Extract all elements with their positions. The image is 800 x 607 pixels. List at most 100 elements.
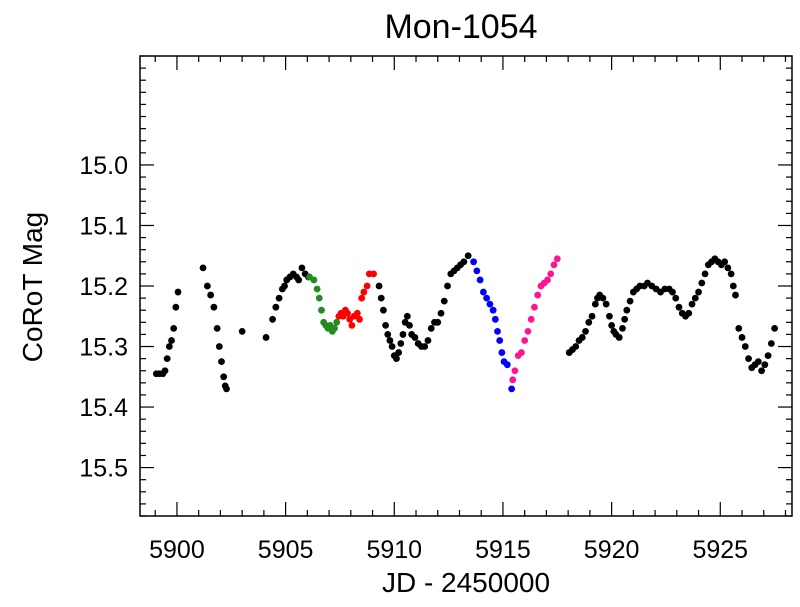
data-point — [553, 255, 561, 263]
data-point — [375, 282, 383, 290]
data-point — [397, 340, 405, 347]
data-point — [363, 282, 371, 290]
data-point — [491, 315, 499, 323]
data-point — [218, 358, 225, 366]
data-point — [615, 334, 623, 341]
data-point — [619, 324, 626, 332]
data-point — [203, 282, 211, 290]
series-green — [306, 273, 341, 335]
data-point — [199, 264, 207, 272]
data-point — [508, 385, 516, 393]
data-point — [588, 312, 596, 320]
data-point — [701, 270, 709, 278]
data-point — [464, 252, 472, 260]
y-tick-label: 15.3 — [79, 334, 128, 362]
y-tick-label: 15.5 — [79, 455, 128, 483]
data-point — [729, 282, 737, 290]
data-point — [503, 361, 511, 369]
x-tick-label: 5915 — [475, 536, 531, 564]
data-point — [767, 340, 775, 347]
data-point — [672, 294, 680, 302]
data-point — [547, 270, 555, 278]
data-point — [738, 334, 746, 341]
data-point — [238, 327, 246, 335]
data-point — [521, 337, 529, 344]
data-point — [572, 343, 580, 350]
data-point — [220, 373, 228, 381]
data-point — [395, 349, 403, 356]
data-points — [152, 252, 779, 393]
data-point — [698, 279, 706, 287]
data-point — [356, 315, 363, 323]
data-point — [295, 276, 303, 284]
x-tick-label: 5920 — [584, 536, 640, 564]
data-point — [496, 337, 504, 344]
y-tick-label: 15.1 — [79, 212, 128, 240]
data-point — [460, 258, 468, 266]
series-blue — [470, 258, 516, 393]
data-point — [758, 367, 765, 375]
data-point — [599, 294, 607, 302]
data-point — [427, 324, 435, 332]
data-point — [623, 306, 631, 314]
data-point — [669, 288, 676, 296]
data-point — [578, 334, 586, 341]
data-point — [421, 343, 429, 350]
data-point — [498, 349, 506, 356]
data-point — [524, 327, 532, 335]
data-point — [358, 294, 366, 302]
data-point — [745, 355, 752, 363]
data-point — [331, 324, 338, 332]
data-point — [310, 276, 318, 284]
data-point — [399, 331, 407, 338]
data-point — [370, 270, 378, 278]
data-point — [313, 285, 321, 293]
x-tick-label: 5910 — [366, 536, 422, 564]
data-point — [170, 324, 178, 332]
data-point — [424, 337, 432, 344]
data-point — [489, 306, 497, 314]
data-point — [531, 303, 538, 311]
data-point — [544, 276, 551, 284]
data-point — [384, 331, 392, 338]
data-point — [344, 309, 351, 317]
data-point — [721, 258, 729, 266]
series-red — [335, 270, 378, 329]
data-point — [511, 367, 519, 375]
data-point — [608, 321, 616, 329]
data-point — [754, 358, 762, 366]
data-point — [761, 361, 769, 369]
data-point — [479, 288, 487, 296]
data-point — [168, 337, 175, 344]
data-point — [483, 294, 491, 302]
data-point — [518, 349, 525, 356]
data-point — [315, 294, 323, 302]
x-tick-label: 5925 — [692, 536, 748, 564]
data-point — [377, 294, 385, 302]
data-point — [685, 309, 693, 317]
data-point — [606, 312, 613, 320]
data-point — [534, 291, 542, 299]
y-tick-label: 15.0 — [79, 152, 128, 180]
data-point — [494, 327, 501, 335]
y-axis-ticks: 15.0 15.1 15.2 15.3 15.4 15.5 — [79, 55, 792, 517]
data-point — [281, 282, 288, 290]
data-point — [486, 300, 494, 308]
data-point — [403, 312, 411, 320]
chart-title: Mon-1054 — [384, 8, 537, 46]
data-point — [691, 294, 699, 302]
data-point — [440, 297, 448, 305]
data-point — [353, 309, 361, 317]
data-point — [470, 258, 478, 266]
x-tick-label: 5905 — [258, 536, 314, 564]
series-pink — [509, 255, 561, 384]
data-point — [582, 327, 589, 335]
data-point — [318, 306, 325, 314]
data-point — [695, 288, 702, 296]
data-point — [602, 300, 610, 308]
data-point — [388, 343, 396, 350]
data-point — [172, 303, 180, 311]
data-point — [724, 264, 732, 272]
data-point — [509, 376, 517, 384]
